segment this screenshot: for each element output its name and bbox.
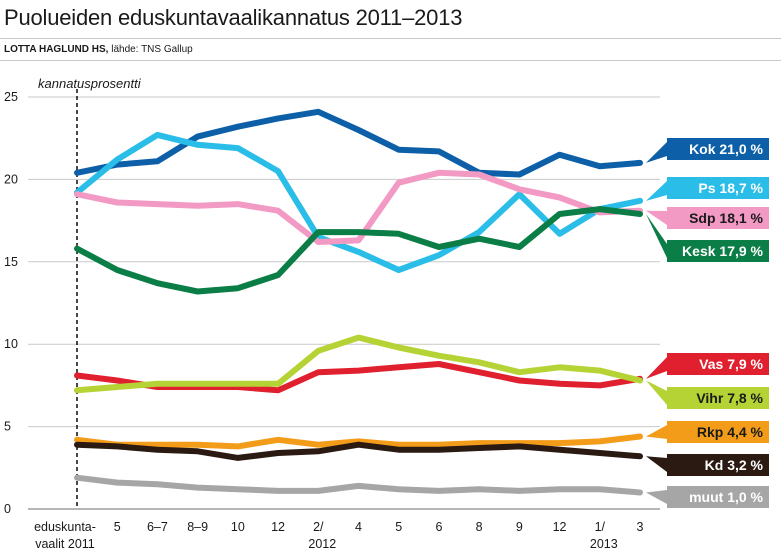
label-text: Rkp 4,4 % [697,424,764,440]
y-axis-label: kannatusprosentti [38,76,142,91]
x-tick-label: 10 [231,520,245,534]
x-tick-label: 6–7 [147,520,168,534]
x-tick-sublabel: vaalit 2011 [35,537,95,551]
byline-rule [0,60,781,61]
label-text: muut 1,0 % [689,489,763,505]
series-line-kd [74,441,643,461]
x-tick-label: 2/ [313,520,324,534]
byline-source: lähde: TNS Gallup [111,44,193,55]
label-box [667,138,769,160]
label-text: Kesk 17,9 % [682,243,763,259]
label-text: Vas 7,9 % [699,356,763,372]
x-tick-label: 1/ [595,520,606,534]
label-pointer [646,425,667,439]
label-box [667,207,769,229]
label-sdp: Sdp 18,1 % [646,207,769,229]
x-tick-label: 12 [553,520,567,534]
series-line-kesk [74,206,643,295]
label-pointer [646,456,667,472]
x-axis-ticks: eduskunta-vaalit 2011 5 6–7 8–9 10 12 2/2012 4 5… [34,520,643,551]
label-box [667,387,769,409]
label-box [667,421,769,443]
y-tick-label: 15 [4,255,18,269]
label-box [667,353,769,375]
label-muut: muut 1,0 % [646,486,769,508]
label-box [667,454,769,476]
label-pointer [646,181,667,201]
label-pointer [646,142,667,163]
label-vihr: Vihr 7,8 % [646,380,769,409]
title-rule [0,38,781,39]
x-tick-label: 5 [114,520,121,534]
x-tick-label: eduskunta- [34,520,96,534]
label-kok: Kok 21,0 % [646,138,769,163]
series-line-vas [74,361,643,394]
series-end-labels: Kok 21,0 % Ps 18,7 % Sdp 18,1 % Kesk 17,9 %… [646,138,769,508]
label-vas: Vas 7,9 % [646,353,769,379]
label-text: Vihr 7,8 % [696,390,763,406]
x-tick-label: 8 [476,520,483,534]
series-line-kok [74,108,643,178]
byline-author: LOTTA HAGLUND HS, [4,44,109,55]
label-box [667,240,769,262]
x-tick-label: 3 [637,520,644,534]
gridlines [28,96,660,510]
series-line-sdp [74,169,643,245]
series-line-rkp [74,433,643,450]
label-ps: Ps 18,7 % [646,177,769,201]
x-tick-sublabel: 2012 [308,537,336,551]
x-tick-label: 9 [516,520,523,534]
label-box [667,486,769,508]
y-tick-label: 5 [4,420,11,434]
x-tick-label: 4 [355,520,362,534]
x-tick-label: 12 [271,520,285,534]
byline: LOTTA HAGLUND HS, lähde: TNS Gallup [4,44,193,55]
series-line-ps [74,131,643,273]
label-pointer [646,210,667,225]
label-pointer [646,380,667,405]
x-tick-sublabel: 2013 [590,537,618,551]
y-tick-label: 0 [4,502,11,516]
label-pointer [646,357,667,379]
series-lines [74,108,643,496]
y-tick-label: 20 [4,172,18,186]
label-box [667,177,769,199]
series-line-muut [74,474,643,496]
y-axis-ticks: 0 5 10 15 20 25 [4,90,18,516]
x-tick-label: 5 [395,520,402,534]
label-rkp: Rkp 4,4 % [646,421,769,443]
y-tick-label: 25 [4,90,18,104]
label-text: Sdp 18,1 % [689,210,763,226]
label-kd: Kd 3,2 % [646,454,769,476]
label-pointer [646,214,667,258]
label-kesk: Kesk 17,9 % [646,214,769,262]
label-text: Kok 21,0 % [689,141,763,157]
x-tick-label: 8–9 [187,520,208,534]
label-text: Ps 18,7 % [698,180,763,196]
label-pointer [646,490,667,504]
x-tick-label: 6 [435,520,442,534]
chart-title: Puolueiden eduskuntavaalikannatus 2011–2… [4,5,463,30]
y-tick-label: 10 [4,337,18,351]
label-text: Kd 3,2 % [705,457,764,473]
